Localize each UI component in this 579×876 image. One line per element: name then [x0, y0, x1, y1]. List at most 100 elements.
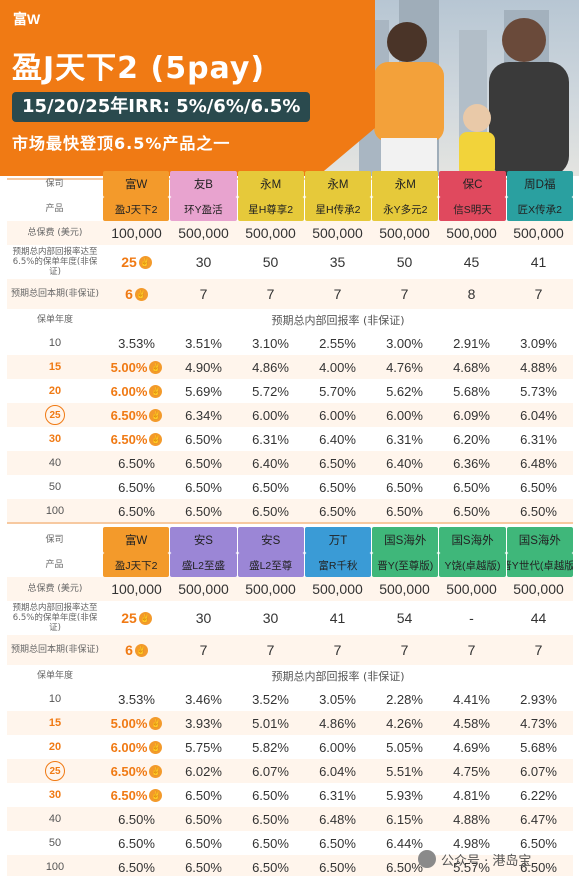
breakeven-year: 7 [371, 635, 438, 665]
circled-number-icon: 25 [45, 405, 65, 425]
breakeven-value: 7 [199, 642, 208, 658]
table-row: 20 6.00% ✌ 5.75% 5.82% 6.00% 5.05% 4.69% 5.68% [7, 735, 573, 759]
irr-value: 6.34% [185, 407, 222, 423]
product-name: 环Y盈活 [170, 197, 237, 221]
table-row: 预期总内部回报率达至6.5%的保单年度(非保证) 25 ✌ 30 50 35 50 45 41 [7, 245, 573, 279]
irr-value: 6.50% [110, 431, 148, 447]
irr-value: 5.75% [185, 739, 222, 755]
product-name: 晋Y世代(卓越版) [506, 553, 573, 577]
irr-cell: 6.50% ✌ [103, 427, 170, 451]
row-label: 预期总回本期(非保证) [10, 644, 100, 655]
table-row: 30 6.50% ✌ 6.50% 6.31% 6.40% 6.31% 6.20% 6.31% [7, 427, 573, 451]
irr-value: 4.90% [185, 359, 222, 375]
irr-badge: 15/20/25年IRR: 5%/6%/6.5% [12, 92, 311, 122]
irr-cell: 4.86% [304, 711, 371, 735]
breakeven-year: 8 [438, 279, 505, 309]
irr-cell: 6.50% [505, 855, 572, 876]
irr-cell: 5.70% [304, 379, 371, 403]
company-name: 安S [170, 527, 237, 553]
irr-cell: 3.93% [170, 711, 237, 735]
irr-value: 6.00% [110, 739, 148, 755]
irr-value: 5.72% [252, 383, 289, 399]
premium-value: 500,000 [513, 581, 564, 597]
thumbs-up-icon: ✌ [149, 432, 163, 446]
irr-value: 4.76% [386, 359, 423, 375]
row-label: 预期总内部回报率达至6.5%的保单年度(非保证) [12, 247, 98, 277]
company-name: 永M [304, 171, 372, 197]
company-name: 安S [237, 527, 304, 553]
irr-value: 6.15% [386, 811, 423, 827]
table-row: 保单年度 预期总内部回报率 (非保证) [7, 309, 573, 331]
irr-cell: 6.31% [371, 427, 438, 451]
company-name: 保C [439, 171, 506, 197]
irr-cell: 4.58% [438, 711, 505, 735]
irr-cell: 6.50% [304, 475, 371, 499]
irr-cell: 2.91% [438, 331, 505, 355]
irr-cell: 6.40% [237, 451, 304, 475]
irr-cell: 5.00% ✌ [103, 711, 170, 735]
irr-header: 预期总内部回报率 (非保证) [271, 670, 405, 683]
premium-value: 500,000 [379, 581, 430, 597]
policy-year: 30 [7, 783, 103, 807]
irr-value: 6.50% [185, 431, 222, 447]
irr-cell: 5.68% [438, 379, 505, 403]
irr-value: 6.02% [185, 763, 222, 779]
irr-cell: 3.52% [237, 687, 304, 711]
irr-value: 4.98% [453, 835, 490, 851]
irr-value: 6.50% [319, 859, 356, 875]
irr-cell: 6.50% [237, 855, 304, 876]
thumbs-up-icon: ✌ [149, 764, 163, 778]
reach-value: 30 [195, 254, 212, 270]
irr-value: 6.50% [110, 763, 148, 779]
irr-value: 6.40% [319, 431, 356, 447]
irr-value: 6.50% [319, 835, 356, 851]
premium-value: 500,000 [446, 581, 497, 597]
irr-value: 6.00% [319, 407, 356, 423]
breakeven-value: 7 [333, 642, 342, 658]
table-row: 40 6.50% 6.50% 6.50% 6.48% 6.15% 4.88% 6.47% [7, 807, 573, 831]
irr-value: 6.50% [118, 479, 155, 495]
watermark-text: 公众号 · 港岛宝 [441, 853, 532, 869]
table-row: 15 5.00% ✌ 4.90% 4.86% 4.00% 4.76% 4.68% 4.88% [7, 355, 573, 379]
premium-value: 100,000 [111, 225, 162, 241]
irr-value: 5.00% [110, 359, 148, 375]
policy-year: 100 [7, 855, 103, 876]
table-row: 产品 盈J天下2 环Y盈活 星H尊享2 星H传承2 永Y多元2 信S明天 匠X传承2 [7, 197, 573, 221]
irr-value: 6.50% [185, 787, 222, 803]
irr-cell: 6.00% ✌ [103, 735, 170, 759]
irr-cell: 3.05% [304, 687, 371, 711]
row-label: 产品 [45, 203, 64, 214]
irr-cell: 6.47% [505, 807, 572, 831]
breakeven-year: 7 [304, 279, 371, 309]
irr-value: 6.50% [110, 787, 148, 803]
irr-value: 6.00% [252, 407, 289, 423]
irr-value: 6.31% [252, 431, 289, 447]
irr-value: 3.52% [252, 691, 289, 707]
policy-year-value: 15 [48, 361, 62, 373]
irr-cell: 6.07% [237, 759, 304, 783]
irr-cell: 6.50% [103, 451, 170, 475]
reach-value: 30 [195, 610, 212, 626]
irr-value: 3.46% [185, 691, 222, 707]
orange-banner-shape [0, 0, 375, 176]
irr-value: 4.41% [453, 691, 490, 707]
irr-cell: 6.50% [170, 475, 237, 499]
irr-cell: 6.50% [371, 499, 438, 523]
irr-value: 6.31% [386, 431, 423, 447]
irr-cell: 5.75% [170, 735, 237, 759]
product-name: 晋Y(至尊版) [372, 553, 439, 577]
irr-cell: 6.04% [505, 403, 572, 427]
irr-cell: 5.69% [170, 379, 237, 403]
irr-cell: 5.05% [371, 735, 438, 759]
irr-cell: 6.50% [438, 499, 505, 523]
reach-value: 44 [530, 610, 547, 626]
table-row: 总保费 (美元) 100,000 500,000 500,000 500,000 500,… [7, 221, 573, 245]
irr-value: 6.31% [319, 787, 356, 803]
row-label: 保单年度 [36, 314, 73, 325]
breakeven-year: 7 [170, 279, 237, 309]
reach-year: - [438, 601, 505, 635]
irr-value: 6.50% [252, 835, 289, 851]
company-name: 万T [304, 527, 372, 553]
thumbs-up-icon: ✌ [149, 408, 163, 422]
breakeven-value: 8 [467, 286, 476, 302]
